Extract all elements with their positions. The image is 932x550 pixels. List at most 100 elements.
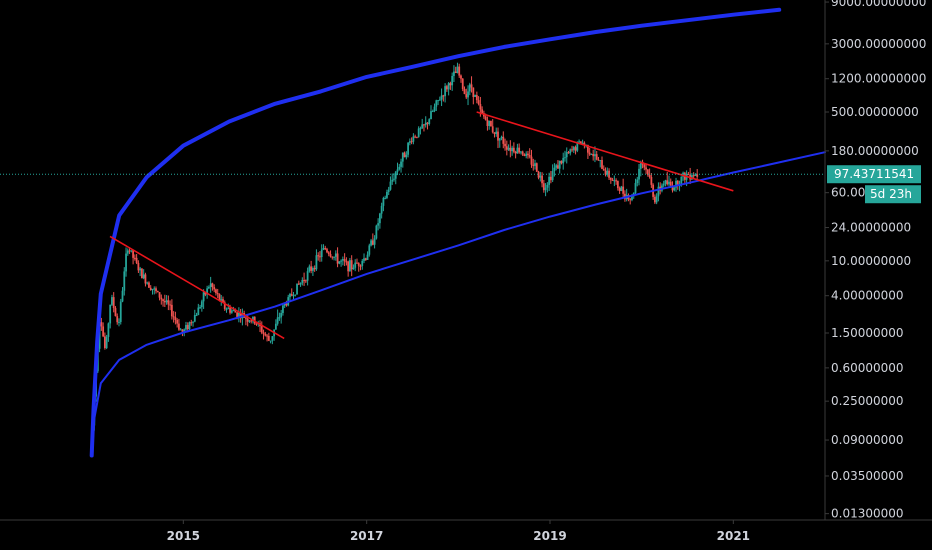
- candle-body: [424, 122, 427, 126]
- price-tick-label: 9000.00000000: [831, 0, 926, 9]
- candle-body: [139, 268, 142, 271]
- candle: [504, 138, 506, 151]
- candle-body: [537, 171, 540, 178]
- candle-body: [622, 186, 625, 194]
- candle-body: [230, 310, 233, 313]
- candle-body: [553, 167, 556, 172]
- candle: [662, 180, 665, 188]
- candle-body: [634, 183, 637, 193]
- price-tick-label: 0.01300000: [831, 507, 904, 521]
- candle: [193, 309, 196, 323]
- candle-body: [403, 152, 406, 158]
- candle-body: [234, 310, 237, 313]
- candle: [548, 172, 551, 191]
- last-price-badges: 97.43711541 5d 23h: [827, 165, 921, 204]
- candle: [130, 250, 133, 253]
- candle: [555, 163, 558, 171]
- candle: [378, 212, 381, 229]
- candle-body: [558, 160, 561, 169]
- candle-body: [498, 138, 501, 141]
- candle: [336, 247, 339, 268]
- candle: [458, 63, 461, 78]
- candle-body: [643, 164, 646, 168]
- candle: [107, 322, 110, 342]
- drawings-layer[interactable]: [89, 7, 826, 458]
- candle-body: [299, 282, 302, 285]
- candle-body: [146, 282, 149, 284]
- candle: [431, 109, 434, 113]
- candle-body: [523, 154, 526, 156]
- price-axis[interactable]: 9000.00000000 3000.00000000 1200.00000000 5…: [824, 0, 926, 521]
- candle: [292, 291, 295, 300]
- candle: [467, 85, 469, 106]
- candle-body: [308, 266, 311, 272]
- candle: [160, 294, 163, 305]
- candle-body: [618, 188, 621, 191]
- candle-body: [119, 301, 122, 322]
- candle: [521, 150, 524, 156]
- candle: [562, 152, 565, 170]
- candle-body: [361, 260, 364, 266]
- candle-body: [181, 329, 184, 333]
- candle: [475, 91, 478, 104]
- candle-body: [467, 91, 469, 98]
- candle: [197, 303, 200, 316]
- candle-body: [218, 293, 221, 301]
- candle-body: [373, 238, 376, 245]
- trendline[interactable]: [476, 111, 734, 192]
- candle-body: [646, 169, 649, 175]
- candle-body: [557, 165, 559, 169]
- candle-body: [280, 312, 283, 318]
- candle: [382, 196, 385, 212]
- candle: [509, 140, 512, 158]
- candle-body: [401, 152, 404, 162]
- candle-body: [592, 154, 595, 157]
- candle: [453, 65, 455, 83]
- candle: [377, 218, 380, 231]
- candle-body: [417, 128, 420, 137]
- candle: [587, 144, 589, 159]
- time-axis[interactable]: 2015 2017 2019 2021: [0, 519, 932, 543]
- candle: [368, 243, 371, 257]
- candle: [195, 312, 198, 317]
- candle: [408, 138, 411, 146]
- candle-body: [211, 283, 214, 288]
- candle-body: [167, 300, 170, 305]
- candle-body: [440, 95, 443, 100]
- candle-body: [313, 268, 316, 270]
- candle-body: [405, 154, 408, 158]
- candle: [664, 179, 667, 187]
- upper-curve[interactable]: [89, 7, 782, 458]
- candle-body: [514, 151, 517, 154]
- candle-body: [453, 71, 455, 76]
- candle: [407, 142, 409, 158]
- candle: [216, 288, 219, 298]
- candle-body: [380, 205, 383, 214]
- candle-body: [327, 252, 330, 255]
- candle: [237, 307, 240, 323]
- lower-curve[interactable]: [90, 151, 826, 457]
- candle: [345, 257, 348, 266]
- candle: [687, 171, 690, 176]
- candle-body: [546, 184, 549, 188]
- candle-body: [664, 180, 667, 184]
- candle-body: [451, 75, 454, 86]
- candle-body: [544, 187, 547, 191]
- candle: [352, 264, 355, 270]
- candle: [461, 78, 464, 92]
- candle: [394, 170, 397, 185]
- candle-body: [312, 268, 314, 271]
- candle-body: [572, 147, 575, 151]
- candle-body: [507, 147, 510, 150]
- candle: [280, 309, 283, 324]
- candle-body: [505, 146, 508, 150]
- candle-body: [393, 178, 395, 180]
- trendline[interactable]: [109, 235, 285, 340]
- candle-body: [444, 86, 447, 97]
- candle-body: [116, 316, 119, 323]
- candle: [516, 143, 519, 154]
- candle: [527, 150, 529, 159]
- candle-body: [662, 183, 665, 186]
- candle-body: [474, 95, 476, 97]
